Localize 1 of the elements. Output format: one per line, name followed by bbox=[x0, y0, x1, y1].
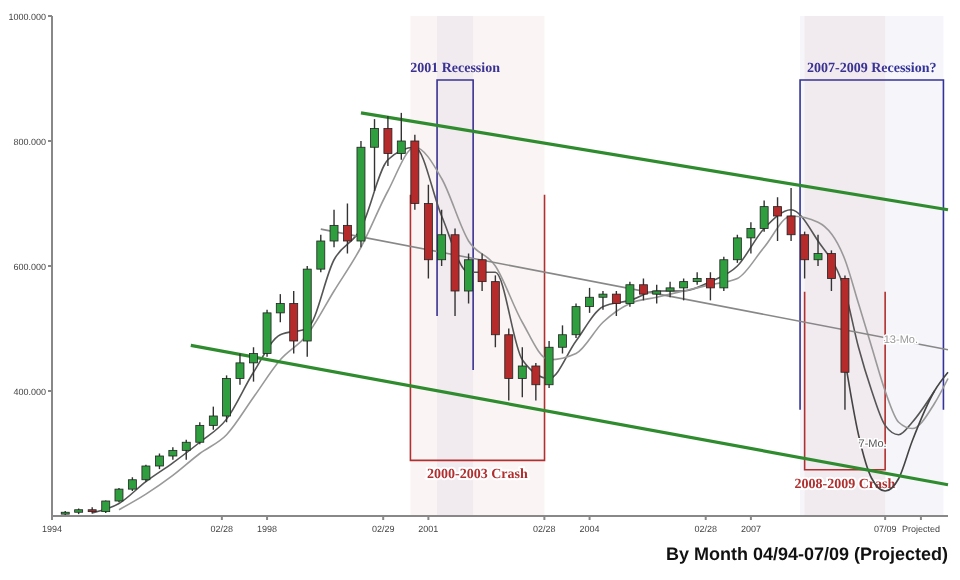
text: By Month 04/94-07/09 (Projected) bbox=[665, 544, 948, 564]
